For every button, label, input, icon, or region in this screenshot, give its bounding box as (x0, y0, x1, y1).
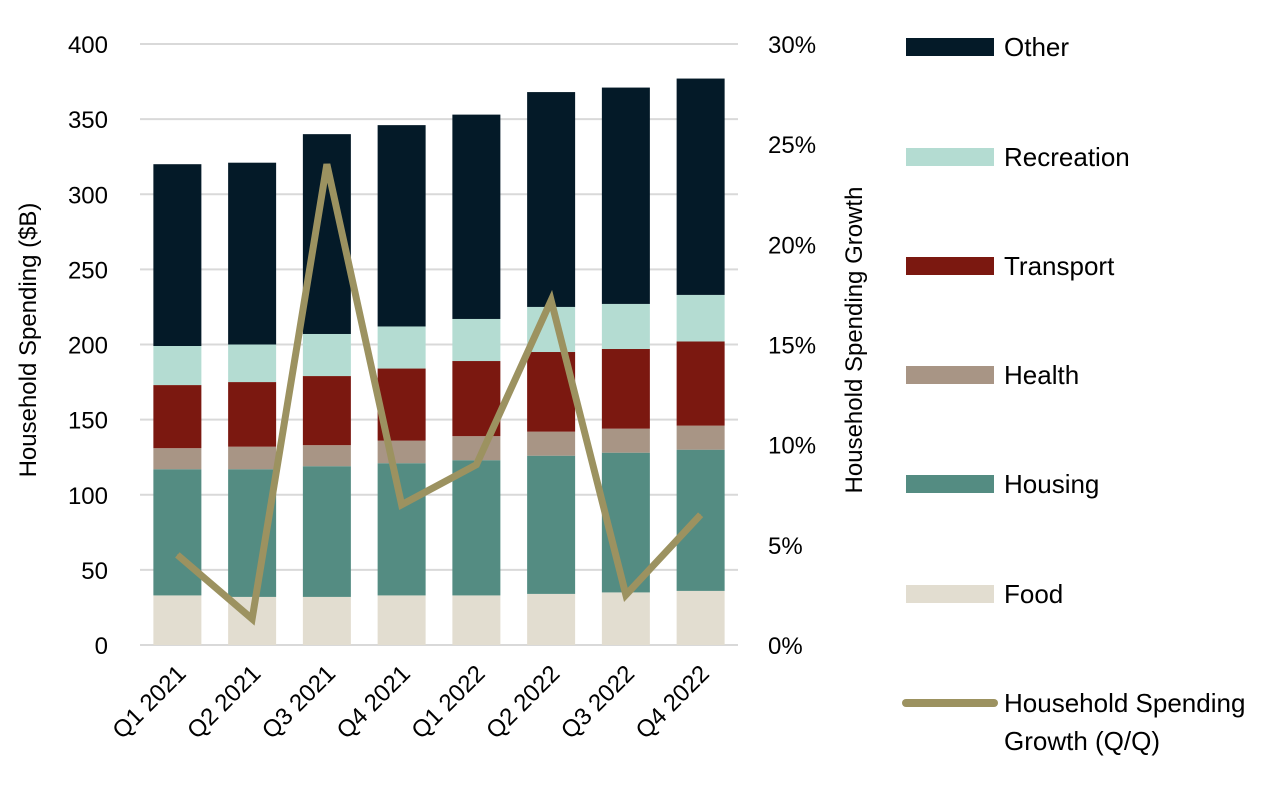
x-tick-label: Q3 2022 (556, 660, 640, 744)
bar-other (228, 162, 277, 345)
growth-point (625, 594, 627, 596)
x-tick-label: Q2 2021 (182, 660, 266, 744)
bar-housing (452, 460, 501, 596)
bar-recreation (601, 303, 650, 350)
y-axis-title-right: Household Spending Growth (841, 187, 868, 494)
growth-point (475, 464, 477, 466)
bar-other (676, 78, 725, 295)
bar-health (601, 428, 650, 453)
left-axis-ticks: 0 50 100 150 200 250 300 350 400 (68, 32, 108, 660)
bar-food (676, 590, 725, 645)
bar-food (153, 595, 202, 645)
y-tick-label-left: 50 (81, 558, 108, 585)
bar-recreation (228, 344, 277, 383)
y-tick-label-right: 25% (768, 132, 816, 159)
y-tick-label-left: 250 (68, 257, 108, 284)
growth-point (251, 618, 253, 620)
bar-transport (228, 382, 277, 447)
bar-health (302, 445, 351, 467)
legend-label-household-spending-line2: Growth (Q/Q) (1004, 726, 1160, 756)
bar-food (302, 596, 351, 645)
growth-line-layer (175, 163, 704, 626)
y-tick-label-right: 15% (768, 333, 816, 360)
bar-recreation (676, 294, 725, 342)
bar-health (228, 446, 277, 470)
bar-transport (676, 341, 725, 426)
legend-label-health: Health (1004, 360, 1079, 390)
y-tick-label-right: 0% (768, 633, 803, 660)
bar-food (377, 595, 426, 645)
bar-other (527, 92, 576, 307)
bar-transport (153, 385, 202, 449)
y-tick-label-right: 10% (768, 433, 816, 460)
legend-swatch-recreation (906, 148, 994, 166)
y-tick-label-left: 100 (68, 483, 108, 510)
bar-transport (601, 349, 650, 429)
bar-recreation (302, 333, 351, 377)
x-tick-label: Q3 2021 (257, 660, 341, 744)
bar-other (153, 164, 202, 347)
y-tick-label-left: 300 (68, 182, 108, 209)
bar-health (527, 431, 576, 456)
bar-food (601, 592, 650, 645)
bar-recreation (153, 346, 202, 386)
bar-food (527, 593, 576, 645)
y-axis-title-left: Household Spending ($B) (15, 203, 42, 478)
legend-swatch-health (906, 366, 994, 384)
bar-other (377, 125, 426, 327)
bar-transport (302, 376, 351, 446)
x-tick-label: Q1 2021 (107, 660, 191, 744)
x-tick-label: Q4 2022 (631, 660, 715, 744)
legend-swatch-food (906, 585, 994, 603)
bar-recreation (377, 326, 426, 369)
legend-label-food: Food (1004, 579, 1063, 609)
growth-point (326, 163, 328, 165)
y-tick-label-right: 20% (768, 232, 816, 259)
bar-health (452, 436, 501, 461)
bar-housing (676, 449, 725, 591)
x-tick-label: Q4 2021 (332, 660, 416, 744)
right-axis-ticks: 0% 5% 10% 15% 20% 25% 30% (768, 32, 816, 660)
growth-point (700, 514, 702, 516)
bar-housing (527, 455, 576, 594)
bar-housing (302, 466, 351, 597)
legend-label-other: Other (1004, 32, 1069, 62)
bar-health (676, 425, 725, 450)
legend-label-recreation: Recreation (1004, 142, 1130, 172)
legend-swatch-housing (906, 475, 994, 493)
x-tick-label: Q2 2022 (481, 660, 565, 744)
growth-point (550, 299, 552, 301)
bar-health (153, 448, 202, 470)
legend-label-household-spending: Household Spending (1004, 688, 1245, 718)
bar-other (452, 114, 501, 319)
legend-swatch-other (906, 38, 994, 56)
y-tick-label-right: 30% (768, 32, 816, 59)
legend: Other Recreation Transport Health Housing Foo… (902, 32, 1245, 756)
x-tick-label: Q1 2022 (406, 660, 490, 744)
bar-stacks (153, 78, 725, 645)
bar-recreation (452, 318, 501, 362)
y-tick-label-left: 350 (68, 107, 108, 134)
y-tick-label-left: 0 (95, 633, 108, 660)
bar-food (452, 595, 501, 645)
bar-housing (377, 463, 426, 596)
bar-housing (153, 469, 202, 596)
y-tick-label-left: 200 (68, 333, 108, 360)
growth-line (175, 163, 704, 626)
growth-point (176, 554, 178, 556)
legend-swatch-transport (906, 257, 994, 275)
y-tick-label-left: 150 (68, 408, 108, 435)
growth-point (401, 504, 403, 506)
y-tick-label-left: 400 (68, 32, 108, 59)
legend-label-transport: Transport (1004, 251, 1115, 281)
bar-other (601, 87, 650, 304)
legend-label-housing: Housing (1004, 469, 1099, 499)
y-tick-label-right: 5% (768, 533, 803, 560)
